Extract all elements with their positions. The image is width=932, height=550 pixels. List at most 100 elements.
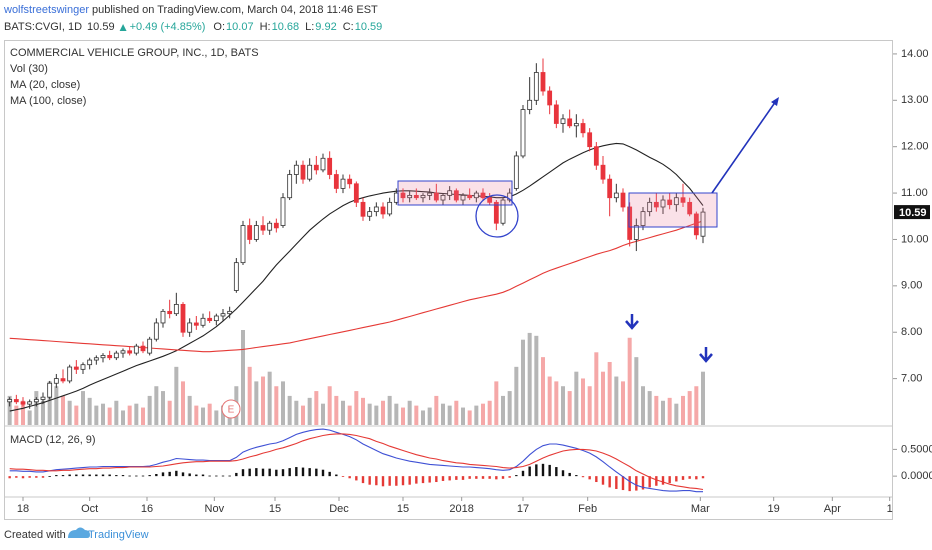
volume-bar xyxy=(401,407,405,425)
y-tick-label: 14.00 xyxy=(901,48,929,60)
ma-line xyxy=(9,220,704,353)
volume-bar xyxy=(661,400,665,425)
candle-body xyxy=(453,190,459,201)
x-tick-label: 16 xyxy=(141,503,153,515)
x-tick-label: 1 xyxy=(887,503,893,515)
volume-bar xyxy=(554,381,559,425)
volume-bar xyxy=(694,386,699,425)
candle-body xyxy=(427,192,433,196)
candle-body xyxy=(60,378,66,382)
volume-bar xyxy=(414,405,419,425)
volume-bar xyxy=(521,339,525,425)
volume-bar xyxy=(541,357,545,425)
x-tick-label: Oct xyxy=(81,503,98,515)
candle-body xyxy=(340,178,346,189)
volume-bar xyxy=(501,395,505,425)
candle-body xyxy=(160,310,166,324)
volume-bar xyxy=(201,407,205,425)
histogram-bar xyxy=(288,468,291,477)
histogram-bar xyxy=(561,470,565,477)
candle-body xyxy=(133,345,139,354)
histogram-bar xyxy=(501,476,505,479)
candle-body xyxy=(40,396,46,400)
symbol: BATS:CVGI, 1D xyxy=(4,21,82,33)
volume-bar xyxy=(27,410,32,425)
earnings-marker xyxy=(221,399,241,419)
candle-body xyxy=(560,118,566,124)
candle-body xyxy=(193,322,199,326)
candle-body xyxy=(220,313,226,317)
histogram-bar xyxy=(661,476,665,485)
plot-frame xyxy=(4,40,893,520)
histogram-bar xyxy=(695,476,698,480)
volume-bar xyxy=(241,330,245,425)
macd-line xyxy=(9,428,703,493)
histogram-bar xyxy=(528,466,531,477)
histogram-bar xyxy=(675,476,678,482)
volume-bar xyxy=(447,405,452,425)
candle-body xyxy=(180,303,186,333)
volume-bar xyxy=(34,391,39,425)
histogram-bar xyxy=(595,476,598,483)
candle-body xyxy=(513,155,519,189)
footer-text: Created with xyxy=(4,529,66,541)
histogram-bar xyxy=(608,476,611,488)
volume-bar xyxy=(154,386,159,425)
histogram-bar xyxy=(181,472,185,477)
histogram-bar xyxy=(681,476,685,480)
x-tick-label: 2018 xyxy=(449,503,473,515)
histogram-bar xyxy=(35,476,38,478)
candle-body xyxy=(300,164,306,180)
candle-body xyxy=(167,310,173,315)
volume-bar xyxy=(527,332,532,425)
candle-body xyxy=(87,359,93,366)
histogram-bar xyxy=(368,476,371,485)
candle-body xyxy=(260,225,266,231)
ohlc-value: 10.59 xyxy=(355,21,383,33)
candle-body xyxy=(673,197,679,206)
histogram-bar xyxy=(361,476,365,484)
candle-body xyxy=(547,90,553,106)
histogram-bar xyxy=(275,469,278,477)
histogram-bar xyxy=(135,475,138,477)
candle-body xyxy=(500,199,506,224)
histogram-bar xyxy=(261,468,265,477)
histogram-bar xyxy=(468,476,471,479)
histogram-bar xyxy=(421,476,425,484)
candle-body xyxy=(387,201,393,215)
candle-body xyxy=(353,183,359,203)
volume-bar xyxy=(621,381,625,425)
volume-bar xyxy=(607,361,612,425)
candle-body xyxy=(627,206,633,240)
y-tick-label: 12.00 xyxy=(901,141,929,153)
histogram-bar xyxy=(415,476,418,484)
histogram-bar xyxy=(555,467,558,477)
candle-body xyxy=(420,194,426,199)
volume-bar xyxy=(654,395,659,425)
footer-brand[interactable]: TradingView xyxy=(88,529,149,541)
candle-body xyxy=(540,72,546,92)
histogram-bar xyxy=(268,468,271,477)
earnings-label: E xyxy=(228,405,235,416)
volume-bar xyxy=(361,397,365,425)
volume-bar xyxy=(214,410,219,425)
volume-bar xyxy=(461,407,465,425)
histogram-bar xyxy=(635,476,638,491)
arrow xyxy=(711,100,777,194)
volume-bar xyxy=(267,371,272,425)
histogram-bar xyxy=(601,476,605,485)
histogram-bar xyxy=(515,475,518,477)
histogram-bar xyxy=(441,476,445,481)
legend-title: COMMERCIAL VEHICLE GROUP, INC., 1D, BATS xyxy=(10,47,259,59)
change: +0.49 (+4.85%) xyxy=(130,21,206,33)
candle-body xyxy=(680,197,686,203)
candle-body xyxy=(493,201,499,224)
volume-bar xyxy=(14,405,19,425)
histogram-bar xyxy=(401,476,405,486)
volume-bar xyxy=(634,357,639,425)
volume-bar xyxy=(81,391,85,425)
volume-bar xyxy=(667,397,672,425)
volume-bar xyxy=(487,400,492,425)
volume-bar xyxy=(307,397,312,425)
candle-body xyxy=(13,399,19,403)
